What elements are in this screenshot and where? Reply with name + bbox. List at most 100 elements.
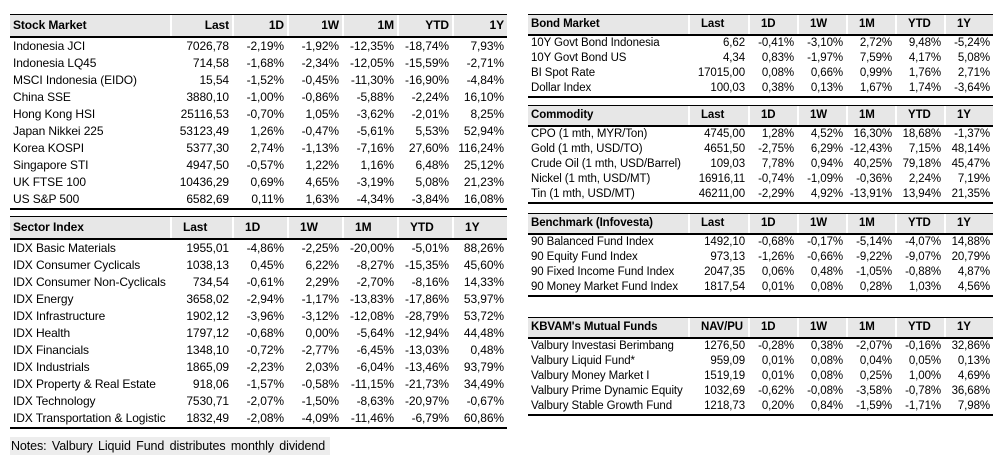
cell-value: -0,68% (758, 236, 794, 248)
table-row: IDX Property & Real Estate 918,06 -1,57% -0… (10, 376, 507, 393)
cell-value: 0,69% (250, 175, 284, 189)
table-row: 90 Money Market Fund Index 1817,54 0,01% 0,… (528, 280, 993, 295)
cell-value: 44,48% (463, 326, 504, 340)
table-row: Dollar Index 100,03 0,38% 0,13% 1,67% 1,74% -3… (528, 81, 993, 96)
cell-value: -9,07% (905, 251, 941, 263)
table-row: Nickel (1 mth, USD/MT) 16916,11 -0,74% -1,0… (528, 172, 993, 187)
table-row: IDX Energy 3658,02 -2,94% -1,17% -13,83% -17,… (10, 291, 507, 308)
cell-value: 1865,09 (186, 360, 229, 374)
cell-value: -3,62% (356, 107, 395, 121)
cell-value: 1,05% (305, 107, 339, 121)
row-label: Valbury Prime Dynamic Equity (531, 385, 683, 397)
column-header: 1Y (454, 15, 507, 36)
cell-value: 60,86% (463, 411, 504, 425)
table-row: 10Y Govt Bond US 4,34 0,83% -1,97% 7,59% 4,17… (528, 51, 993, 66)
table-row: IDX Financials 1348,10 -0,72% -2,77% -6,45% -… (10, 342, 507, 359)
table-row: IDX Basic Materials 1955,01 -4,86% -2,25% -2… (10, 240, 507, 257)
column-header: Last (690, 214, 748, 233)
table-row: IDX Health 1797,12 -0,68% 0,00% -5,64% -12,94… (10, 325, 507, 342)
table-row: IDX Infrastructure 1902,12 -3,96% -3,12% -12… (10, 308, 507, 325)
cell-value: -13,03% (405, 343, 449, 357)
table-title: KBVAM's Mutual Funds (528, 318, 688, 337)
cell-value: 40,25% (853, 158, 893, 170)
cell-value: -8,27% (356, 258, 395, 272)
table-row: IDX Technology 7530,71 -2,07% -1,50% -8,63% -… (10, 393, 507, 410)
column-header: 1D (750, 318, 797, 337)
cell-value: -5,24% (954, 37, 990, 49)
table-row: 90 Equity Fund Index 973,13 -1,26% -0,66% -9… (528, 250, 993, 265)
cell-value: -2,70% (356, 275, 395, 289)
cell-value: 2,71% (957, 67, 990, 79)
cell-value: -1,68% (246, 56, 285, 70)
cell-value: -0,58% (301, 377, 340, 391)
cell-value: 1,00% (908, 370, 941, 382)
cell-value: 1832,49 (186, 411, 229, 425)
cell-value: -20,00% (350, 241, 394, 255)
row-label: Japan Nikkei 225 (13, 124, 104, 138)
row-label: Valbury Investasi Berimbang (531, 340, 674, 352)
table-row: US S&P 500 6582,69 0,11% 1,63% -4,34% -3,84% 1… (10, 191, 507, 208)
cell-value: -5,14% (856, 236, 892, 248)
column-header: Last (172, 15, 232, 36)
table-title: Benchmark (Infovesta) (528, 214, 688, 233)
table-row: 90 Fixed Income Fund Index 2047,35 0,06% 0,… (528, 265, 993, 280)
cell-value: 0,20% (761, 400, 794, 412)
cell-value: 2,74% (250, 141, 284, 155)
cell-value: -1,00% (246, 90, 285, 104)
cell-value: 7530,71 (186, 394, 229, 408)
table-body: CPO (1 mth, MYR/Ton) 4745,00 1,28% 4,52% 16,… (528, 127, 993, 202)
column-header: 1W (799, 15, 846, 34)
cell-value: 1,63% (305, 192, 339, 206)
cell-value: 1348,10 (186, 343, 229, 357)
cell-value: 79,18% (902, 158, 942, 170)
sector-index-table: Sector Index Last 1D 1W 1M YTD 1Y IDX Basic Ma… (10, 216, 507, 429)
column-header: 1Y (946, 106, 993, 125)
cell-value: 0,83% (761, 52, 794, 64)
cell-value: 53123,49 (179, 124, 229, 138)
cell-value: 0,48% (470, 343, 504, 357)
cell-value: 2,72% (859, 37, 892, 49)
column-header: 1D (234, 15, 287, 36)
cell-value: 16,08% (463, 192, 504, 206)
cell-value: -12,08% (350, 309, 394, 323)
cell-value: 34,49% (463, 377, 504, 391)
cell-value: -2,24% (411, 90, 450, 104)
cell-value: -1,26% (758, 251, 794, 263)
cell-value: -0,41% (758, 37, 794, 49)
table-title: Sector Index (10, 217, 170, 238)
cell-value: -3,96% (246, 309, 285, 323)
column-header: 1D (234, 217, 287, 238)
cell-value: -4,07% (905, 236, 941, 248)
table-row: IDX Transportation & Logistic 1832,49 -2,0… (10, 410, 507, 427)
cell-value: 13,94% (902, 188, 942, 200)
cell-value: 45,60% (463, 258, 504, 272)
column-header: Last (690, 106, 748, 125)
cell-value: -0,17% (807, 236, 843, 248)
cell-value: 6582,69 (186, 192, 229, 206)
table-header-row: Commodity Last 1D 1W 1M YTD 1Y (528, 106, 993, 127)
column-header: 1W (799, 214, 846, 233)
cell-value: 4,17% (908, 52, 941, 64)
table-row: Crude Oil (1 mth, USD/Barrel) 109,03 7,78%… (528, 157, 993, 172)
row-label: IDX Consumer Cyclicals (13, 258, 141, 272)
cell-value: 45,47% (951, 158, 991, 170)
table-row: Japan Nikkei 225 53123,49 1,26% -0,47% -5,61… (10, 123, 507, 140)
cell-value: -0,67% (466, 394, 505, 408)
cell-value: -0,74% (758, 173, 794, 185)
row-label: CPO (1 mth, MYR/Ton) (531, 128, 648, 140)
cell-value: 21,35% (951, 188, 991, 200)
cell-value: 1,74% (908, 82, 941, 94)
notes-line: Notes: Valbury Liquid Fund distributes m… (10, 437, 331, 455)
cell-value: 1218,73 (704, 400, 745, 412)
cell-value: 0,08% (761, 67, 794, 79)
cell-value: -4,09% (301, 411, 340, 425)
table-row: IDX Consumer Cyclicals 1038,13 0,45% 6,22% -… (10, 257, 507, 274)
row-label: 90 Fixed Income Fund Index (531, 266, 675, 278)
cell-value: -8,63% (356, 394, 395, 408)
stock-market-table: Stock Market Last 1D 1W 1M YTD 1Y Indonesia JC… (10, 14, 507, 210)
row-label: 90 Equity Fund Index (531, 251, 638, 263)
row-label: Nickel (1 mth, USD/MT) (531, 173, 651, 185)
cell-value: 1,22% (305, 158, 339, 172)
cell-value: 0,06% (761, 266, 794, 278)
cell-value: 116,24% (458, 141, 504, 155)
